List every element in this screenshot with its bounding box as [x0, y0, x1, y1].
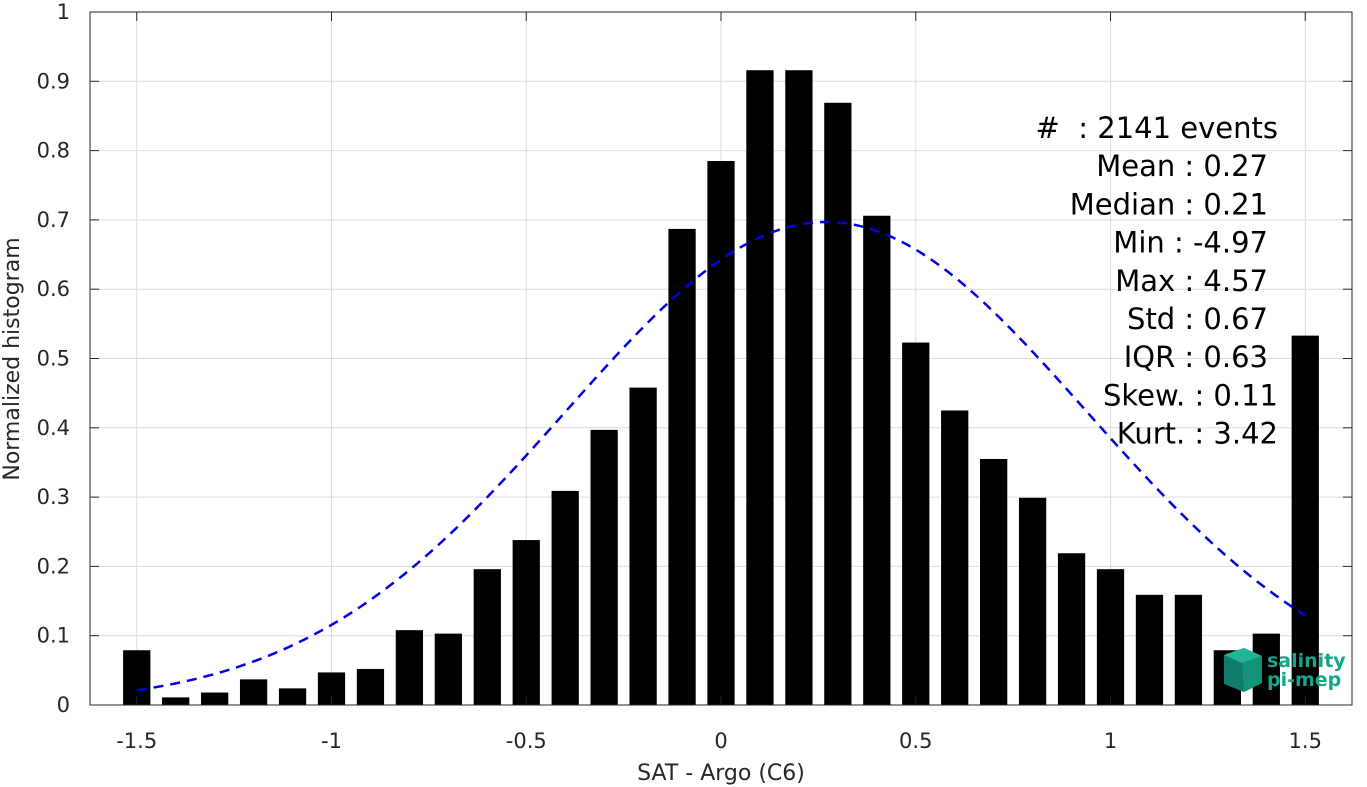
- histogram-bar: [1291, 335, 1319, 705]
- histogram-bar: [1018, 497, 1047, 705]
- y-tick-label: 1: [57, 0, 70, 24]
- histogram-bar: [863, 215, 891, 705]
- stat-line: Mean : 0.27: [1096, 149, 1268, 183]
- histogram-bar: [356, 668, 385, 705]
- x-axis-label: SAT - Argo (C6): [637, 761, 805, 786]
- logo-line-2: pi-mep: [1267, 669, 1341, 691]
- stat-line: Median : 0.21: [1070, 187, 1268, 221]
- x-tick-label: 1: [1104, 729, 1117, 753]
- x-tick-label: -1.5: [116, 729, 157, 753]
- histogram-bar: [201, 692, 229, 705]
- histogram-bars: [123, 70, 1319, 706]
- histogram-bar: [239, 679, 268, 705]
- y-tick-label: 0.4: [37, 416, 70, 440]
- histogram-bar: [590, 429, 618, 705]
- stat-line: IQR : 0.63: [1124, 340, 1268, 374]
- histogram-bar: [395, 630, 424, 705]
- y-tick-label: 0.9: [37, 69, 70, 93]
- y-tick-label: 0.1: [37, 624, 70, 648]
- logo-line-1: salinity: [1267, 650, 1346, 672]
- y-tick-label: 0.7: [37, 208, 70, 232]
- histogram-bar: [1135, 594, 1164, 705]
- y-axis-label: Normalized histogram: [0, 237, 25, 480]
- histogram-bar: [941, 410, 969, 705]
- y-tick-label: 0.6: [37, 277, 70, 301]
- histogram-bar: [629, 387, 657, 705]
- histogram-bar: [434, 633, 462, 705]
- stat-line: Min : -4.97: [1113, 226, 1268, 260]
- histogram-bar: [980, 458, 1008, 705]
- x-tick-label: -0.5: [506, 729, 547, 753]
- x-tick-label: 0: [714, 729, 727, 753]
- x-tick-labels: -1.5 -1 -0.5 0 0.5 1 1.5: [116, 729, 1322, 753]
- histogram-bar: [785, 70, 813, 706]
- x-tick-label: 0.5: [899, 729, 932, 753]
- y-tick-label: 0.3: [37, 485, 70, 509]
- stat-line: Skew. : 0.11: [1103, 378, 1278, 412]
- y-tick-label: 0.8: [37, 139, 70, 163]
- histogram-bar: [668, 228, 696, 705]
- histogram-bar: [123, 650, 151, 705]
- histogram-bar: [551, 490, 579, 705]
- logo-cube-icon: [1224, 648, 1262, 692]
- statistics-annotation: # : 2141 events Mean : 0.27 Median : 0.21 M…: [1036, 111, 1278, 451]
- histogram-bar: [512, 540, 540, 705]
- histogram-bar: [162, 697, 190, 705]
- histogram-bar: [824, 102, 852, 705]
- stat-line: Kurt. : 3.42: [1117, 417, 1278, 451]
- stat-line: Std : 0.67: [1127, 302, 1268, 336]
- y-tick-labels: 0 0.1 0.2 0.3 0.4 0.5 0.6 0.7 0.8 0.9 1: [37, 0, 70, 717]
- y-tick-label: 0.5: [37, 347, 70, 371]
- normal-fit-curve: [136, 220, 1306, 692]
- x-tick-label: 1.5: [1289, 729, 1322, 753]
- normal-fit-line: [136, 220, 1306, 692]
- histogram-bar: [707, 160, 735, 705]
- histogram-bar: [746, 70, 774, 706]
- x-tick-label: -1: [321, 729, 342, 753]
- histogram-bar: [1096, 569, 1125, 705]
- y-tick-label: 0.2: [37, 554, 70, 578]
- stat-line: # : 2141 events: [1036, 111, 1278, 145]
- histogram-bar: [902, 342, 930, 705]
- y-tick-label: 0: [57, 693, 70, 717]
- histogram-bar: [278, 688, 307, 705]
- stat-line: Max : 4.57: [1115, 264, 1268, 298]
- histogram-bar: [1057, 553, 1086, 705]
- axes-frame: [89, 11, 1353, 706]
- histogram-bar: [473, 569, 501, 705]
- salinity-pi-mep-logo: salinity pi-mep: [1224, 648, 1346, 692]
- histogram-bar: [1174, 594, 1203, 705]
